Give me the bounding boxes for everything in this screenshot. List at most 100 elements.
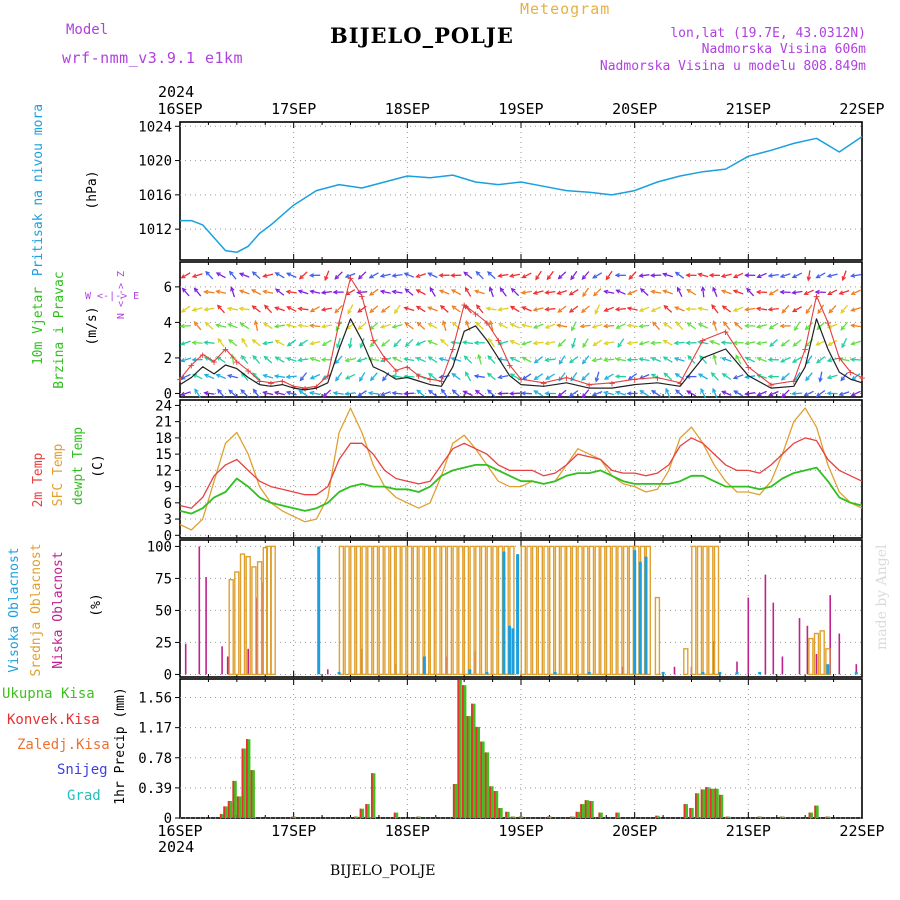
wind-arrow xyxy=(582,287,590,297)
wind-arrow-head xyxy=(594,309,599,315)
wind-arrow xyxy=(205,322,214,330)
wind-arrow-head xyxy=(520,290,526,295)
cloud-bar-mid xyxy=(617,545,623,676)
gust-marker: + xyxy=(836,352,843,365)
wind-arrow-head xyxy=(628,274,634,280)
cloud-bar-mid xyxy=(600,545,606,676)
wind-arrow xyxy=(769,322,779,330)
gust-marker: + xyxy=(563,371,570,384)
wind-arrow-head xyxy=(605,275,611,281)
wind-arrow-head xyxy=(581,376,587,381)
cloud-bar-mid xyxy=(654,596,661,676)
wind-arrow-head xyxy=(791,273,797,279)
gust-marker: + xyxy=(177,373,184,386)
wind-arrow xyxy=(604,324,615,327)
wind-arrow xyxy=(487,372,496,381)
wind-arrow xyxy=(698,323,709,329)
gust-marker: + xyxy=(359,290,366,303)
wind-arrow-head xyxy=(252,354,258,360)
wind-arrow xyxy=(604,290,615,294)
temp-axis-title: 2m Temp xyxy=(31,452,46,507)
wind-arrow xyxy=(711,372,719,381)
wind-arrow-head xyxy=(359,376,364,382)
wind-arrow-head xyxy=(217,388,222,394)
wind-arrow xyxy=(298,307,309,311)
cloud-bar-mid xyxy=(808,637,814,676)
precip-conv-bar xyxy=(700,789,703,818)
wind-arrow xyxy=(416,322,426,330)
pressure-axis-unit: (hPa) xyxy=(85,170,100,209)
wind-arrow xyxy=(239,307,250,311)
precip-conv-bar xyxy=(584,800,587,818)
wind-arrow-head xyxy=(180,308,186,313)
wind-arrow-head xyxy=(818,377,823,383)
wind-arrow xyxy=(807,270,811,281)
wind-arrow xyxy=(274,324,285,328)
wind-arrow xyxy=(334,355,343,364)
wind-arrow xyxy=(663,322,673,330)
wind-arrow-head xyxy=(510,287,516,293)
cloud-bar-mid xyxy=(401,545,407,676)
wind-arrow-head xyxy=(685,306,691,312)
wind-arrow-head xyxy=(440,388,446,394)
wind-arrow-head xyxy=(697,323,703,328)
gust-marker: + xyxy=(290,380,297,393)
x-tick-label-top: 17SEP xyxy=(271,100,316,118)
wind-arrow xyxy=(193,287,202,297)
precip-bar xyxy=(718,794,724,818)
wind-arrow xyxy=(698,373,708,380)
precip-conv-bar xyxy=(354,816,356,818)
wind-arrow xyxy=(827,273,838,278)
wind-arrow xyxy=(616,289,626,295)
precip-bar xyxy=(250,770,255,818)
precip-bar xyxy=(480,741,485,818)
wind-arrow xyxy=(592,323,603,329)
precip-bar xyxy=(219,814,225,818)
wind-arrow-head xyxy=(497,374,503,380)
precip-bar xyxy=(709,788,715,818)
wind-arrow-head xyxy=(665,387,670,393)
wind-arrow-head xyxy=(838,290,844,295)
wind-arrow xyxy=(416,357,426,363)
wind-arrow xyxy=(580,324,591,328)
wind-arrow-head xyxy=(803,290,809,295)
wind-arrow xyxy=(702,287,705,298)
gust-marker: + xyxy=(234,355,241,368)
wind-arrow-head xyxy=(238,306,244,312)
precip-bar xyxy=(683,804,688,818)
wind-arrow xyxy=(663,289,673,295)
wind-arrow-head xyxy=(767,374,773,379)
wind-arrow-head xyxy=(321,341,327,347)
wind-arrow-head xyxy=(391,273,397,278)
wind-arrow xyxy=(274,306,285,312)
wind-arrow xyxy=(615,308,626,311)
wind-arrow-head xyxy=(497,391,503,396)
precip-conv-bar xyxy=(250,770,253,818)
wind-arrow xyxy=(804,289,814,295)
wind-arrow-head xyxy=(850,307,856,312)
wind-arrow xyxy=(404,288,414,296)
wind-arrow-head xyxy=(194,388,199,394)
wind-arrow-head xyxy=(521,274,527,279)
cloud-bar-mid xyxy=(531,545,538,676)
wind-arrow-head xyxy=(571,343,576,349)
wind-arrow xyxy=(533,307,544,311)
wind-arrow-head xyxy=(367,390,373,396)
precip-conv-bar xyxy=(475,726,478,818)
wind-arrow xyxy=(322,339,332,346)
wind-arrow-head xyxy=(732,273,739,279)
wind-arrow xyxy=(617,338,625,348)
wind-arrow-head xyxy=(570,275,575,281)
wind-arrow-head xyxy=(230,353,235,359)
wind-arrow-head xyxy=(768,391,774,397)
wind-arrow-head xyxy=(826,391,832,396)
wind-arrow-head xyxy=(286,341,292,347)
wind-arrow-head xyxy=(334,308,340,314)
wind-arrow-head xyxy=(181,287,187,293)
gust-marker: + xyxy=(415,370,422,383)
wind-arrow-head xyxy=(652,321,657,327)
wind-arrow xyxy=(794,372,801,382)
wind-arrow xyxy=(757,323,768,328)
wind-arrow-head xyxy=(533,375,539,381)
wind-arrow-head xyxy=(475,304,481,310)
